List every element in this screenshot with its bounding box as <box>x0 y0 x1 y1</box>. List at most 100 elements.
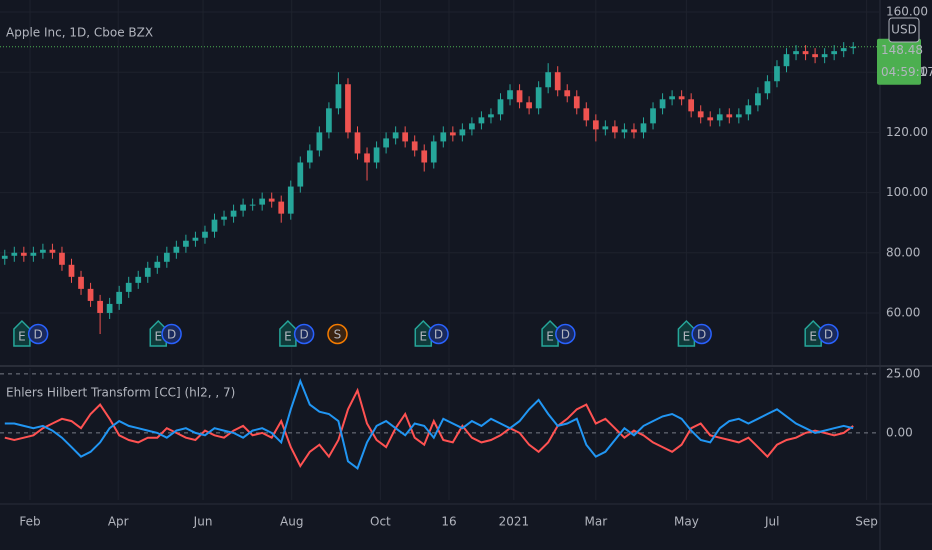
candle-body <box>697 111 704 118</box>
x-tick-label: Mar <box>585 515 608 529</box>
event-label: E <box>419 330 427 344</box>
event-badge <box>555 323 576 345</box>
x-tick-label: Jun <box>193 515 213 529</box>
candle-body <box>659 99 666 109</box>
pane-title: Apple Inc, 1D, Cboe BZX <box>6 26 153 40</box>
y-tick-label: 100.00 <box>886 185 928 199</box>
candle-body <box>850 46 857 49</box>
candle-body <box>602 126 609 130</box>
candle-body <box>20 252 27 256</box>
event-label: E <box>18 330 26 344</box>
candle-body <box>59 252 65 265</box>
event-label: D <box>697 328 706 342</box>
indicator-line <box>4 378 854 471</box>
candle-body <box>421 150 428 163</box>
candle-body <box>306 150 313 163</box>
candle-body <box>354 132 361 154</box>
candle-body <box>545 72 552 88</box>
candle-body <box>583 108 590 121</box>
candle-body <box>106 303 113 313</box>
candle-body <box>764 81 771 94</box>
candle-body <box>459 129 466 136</box>
candle-body <box>726 114 733 118</box>
candle-body <box>402 132 409 142</box>
event-badge <box>691 323 712 345</box>
candle-body <box>163 252 170 262</box>
candle-body <box>326 108 332 133</box>
candle-body <box>783 54 790 67</box>
candle-body <box>1 255 8 259</box>
x-tick-label: Feb <box>19 515 40 529</box>
candle-body <box>573 96 580 109</box>
currency: USD <box>891 23 917 37</box>
candle-body <box>97 300 103 313</box>
x-tick-label: May <box>674 515 699 529</box>
candle-body <box>507 90 513 100</box>
candle-body <box>669 96 675 100</box>
x-tick-label: Oct <box>370 515 391 529</box>
y-tick-label: 60.00 <box>886 305 920 319</box>
currency-box <box>888 17 920 43</box>
candle-body <box>678 96 685 100</box>
candle-body <box>621 129 628 133</box>
candle-body <box>488 114 494 118</box>
event-badge <box>818 323 839 345</box>
candle-body <box>192 237 199 241</box>
candle-body <box>755 93 761 106</box>
candle-body <box>221 216 227 220</box>
candle-body <box>497 99 504 115</box>
candle-body <box>526 102 532 109</box>
candle-body <box>688 99 695 112</box>
candle-body <box>735 114 742 118</box>
x-tick-label: 16 <box>441 515 456 529</box>
event-label: D <box>167 328 176 342</box>
event-label: S <box>334 328 342 342</box>
candle-body <box>11 252 18 256</box>
candle-body <box>478 117 485 124</box>
candle-body <box>183 240 189 247</box>
candle-body <box>564 90 571 97</box>
candle-body <box>240 204 246 211</box>
candle-body <box>411 141 418 151</box>
candle-body <box>68 264 75 277</box>
y-tick-label: 80.00 <box>886 245 920 259</box>
candle-body <box>774 66 780 82</box>
candle-body <box>716 114 723 121</box>
event-badge <box>293 323 315 345</box>
candle-body <box>831 51 838 55</box>
y-tick-label: 0.00 <box>886 425 913 439</box>
y-tick-label: 120.00 <box>886 125 928 139</box>
x-tick-label: Jul <box>764 515 779 529</box>
candle-body <box>40 249 46 253</box>
candle-body <box>345 84 351 133</box>
event-label: E <box>683 330 691 344</box>
candle-body <box>793 51 799 55</box>
candle-body <box>840 48 847 52</box>
event-badge <box>161 323 182 345</box>
candle-body <box>612 126 618 133</box>
event-label: D <box>34 328 43 342</box>
candle-body <box>154 261 161 268</box>
candle-body <box>631 129 637 133</box>
x-tick-label: Apr <box>108 515 129 529</box>
event-label: D <box>824 328 833 342</box>
candle-body <box>230 210 237 217</box>
candle-body <box>707 117 714 121</box>
candle-body <box>268 198 275 202</box>
candle-body <box>383 138 389 148</box>
candle-body <box>78 276 84 289</box>
event-label: E <box>809 330 817 344</box>
candle-body <box>259 198 266 205</box>
pane-title: Ehlers Hilbert Transform [CC] (hl2, , 7) <box>6 386 235 400</box>
candle-body <box>650 108 656 124</box>
last-price-label: 148.48 <box>881 43 923 57</box>
candle-body <box>392 132 399 139</box>
candle-body <box>812 54 818 58</box>
x-tick-label: 2021 <box>499 515 530 529</box>
event-badge <box>27 323 49 345</box>
candle-body <box>802 51 809 55</box>
candle-body <box>373 147 380 163</box>
candle-body <box>554 72 561 91</box>
candle-body <box>821 54 828 58</box>
